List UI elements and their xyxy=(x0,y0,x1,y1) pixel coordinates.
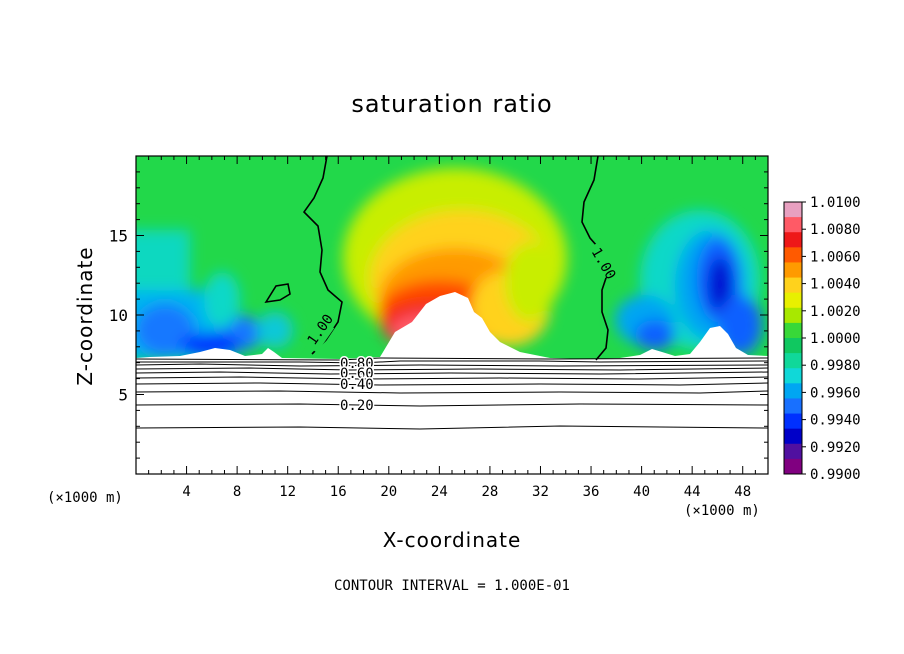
x-tick-label: 28 xyxy=(481,484,498,500)
colorbar-swatch xyxy=(784,428,802,445)
y-tick-label: 5 xyxy=(118,386,128,405)
colorbar-label: 1.0080 xyxy=(810,222,861,238)
colorbar-swatch xyxy=(784,217,802,233)
y-tick-label: 10 xyxy=(109,306,128,325)
colorbar-swatch xyxy=(784,247,802,263)
colorbar-swatch xyxy=(784,277,802,294)
contour-label-020: 0.20 xyxy=(340,398,374,414)
y-axis-ticks: 5 10 15 xyxy=(109,171,768,459)
x-tick-label: 24 xyxy=(431,484,448,500)
x-tick-label: 48 xyxy=(734,484,751,500)
colorbar xyxy=(784,202,802,475)
x-axis-ticks: 4 8 12 16 20 24 28 32 36 40 44 48 xyxy=(148,156,756,500)
colorbar-swatch xyxy=(784,443,802,460)
colorbar-label: 1.0000 xyxy=(810,331,861,347)
x-tick-label: 36 xyxy=(583,484,600,500)
colorbar-label: 0.9900 xyxy=(810,467,861,483)
colorbar-label: 1.0020 xyxy=(810,304,861,320)
colorbar-label: 1.0040 xyxy=(810,277,861,293)
colorbar-label: 1.0100 xyxy=(810,195,861,211)
colorbar-swatch xyxy=(784,338,802,354)
colorbar-swatch xyxy=(784,383,802,399)
colorbar-swatch xyxy=(784,292,802,309)
colorbar-label: 0.9960 xyxy=(810,385,861,401)
x-tick-label: 32 xyxy=(532,484,549,500)
x-tick-label: 4 xyxy=(182,484,190,500)
contour-label-060: 0.60 xyxy=(340,366,374,382)
colorbar-swatch xyxy=(784,322,802,339)
y-unit-label: (×1000 m) xyxy=(47,490,123,506)
colorbar-label: 0.9940 xyxy=(810,413,861,429)
x-tick-label: 20 xyxy=(380,484,397,500)
x-tick-label: 16 xyxy=(330,484,347,500)
colorbar-swatch xyxy=(784,307,802,324)
colorbar-swatch xyxy=(784,458,802,475)
colorbar-swatch xyxy=(784,262,802,279)
colorbar-swatch xyxy=(784,202,802,218)
terrain-mask xyxy=(136,292,768,474)
colorbar-swatch xyxy=(784,232,802,248)
contour-label-040: 0.40 xyxy=(340,377,374,393)
colorbar-swatch xyxy=(784,398,802,415)
colorbar-labels: 1.0100 1.0080 1.0060 1.0040 1.0020 1.0000 0.99… xyxy=(802,195,861,483)
contour-label-080: 0.80 xyxy=(340,356,374,372)
colorbar-label: 0.9920 xyxy=(810,440,861,456)
x-tick-label: 8 xyxy=(233,484,241,500)
y-axis-title: Z-coordinate xyxy=(73,246,97,385)
x-tick-label: 40 xyxy=(633,484,650,500)
x-axis-title: X-coordinate xyxy=(382,528,522,552)
colorbar-label: 1.0060 xyxy=(810,249,861,265)
y-tick-label: 15 xyxy=(109,227,128,246)
x-tick-label: 12 xyxy=(279,484,296,500)
contour-interval-note: CONTOUR INTERVAL = 1.000E-01 xyxy=(333,578,570,594)
x-tick-label: 44 xyxy=(684,484,701,500)
x-unit-label: (×1000 m) xyxy=(684,503,760,519)
colorbar-label: 0.9980 xyxy=(810,358,861,374)
contour-lines-lower xyxy=(136,357,768,430)
colorbar-swatch xyxy=(784,413,802,430)
chart-title: saturation ratio xyxy=(351,90,553,118)
colorbar-swatch xyxy=(784,368,802,384)
colorbar-swatch xyxy=(784,353,802,369)
